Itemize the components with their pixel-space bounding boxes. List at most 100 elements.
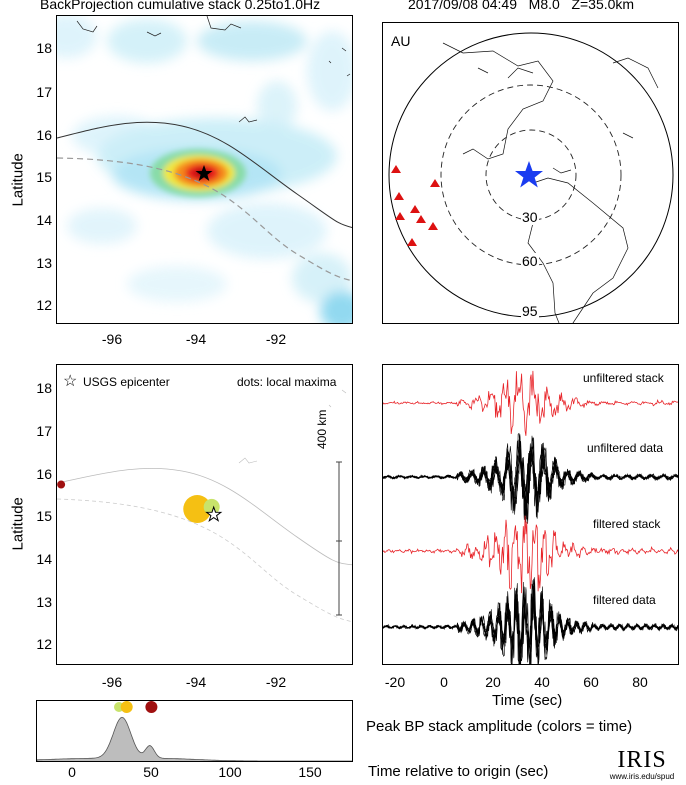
traces-xlabel: Time (sec) [492,692,563,709]
trench-line [57,121,352,229]
ytick: 15 [36,169,52,185]
peak-time-dot [145,701,158,713]
traces-svg [383,370,678,664]
bg-blob [197,21,307,61]
ytick: 16 [36,466,52,482]
filtered-data-trace [383,583,678,664]
trace-label: unfiltered stack [583,371,664,385]
bg-blob [257,81,297,131]
ytick: 15 [36,508,52,524]
ytick: 12 [36,636,52,652]
bg-blob [67,208,137,244]
unfiltered-stack-trace [383,370,678,436]
title-left: BackProjection cumulative stack 0.25to1.… [40,0,321,12]
local-maximum-dot [183,495,212,524]
amplitude-xlabel: Time relative to origin (sec) [368,763,549,780]
xtick: -96 [101,331,123,347]
trace-label: filtered stack [593,517,661,531]
xtick: 80 [632,674,648,690]
epicenter-star [205,505,223,522]
heatmap-svg [57,16,352,323]
station-triangle [410,205,420,213]
traces-panel: unfiltered stack unfiltered data filtere… [382,364,679,665]
iris-logo: IRIS www.iris.edu/spud [606,748,678,782]
ytick: 14 [36,212,52,228]
xtick: -94 [185,674,207,690]
scalebar [336,461,342,616]
station-triangle [394,192,404,200]
ring-label-60: 60 [521,253,539,269]
continent-outlines [442,42,659,323]
station-triangle [430,179,440,187]
xtick: 0 [68,764,76,780]
bg-blob [57,16,97,58]
iris-logo-text: IRIS [617,747,667,773]
filtered-stack-trace [383,515,678,594]
heatmap-panel [56,15,353,324]
station-triangle [391,165,401,173]
coast-dashed [57,157,352,282]
bg-blob [207,203,327,259]
xtick: 60 [583,674,599,690]
ring-label-30: 30 [521,209,539,225]
amp-svg [37,701,352,761]
trench-line [57,467,352,566]
station-triangle [395,212,405,220]
xtick: -92 [265,331,287,347]
iris-logo-url: www.iris.edu/spud [609,772,675,781]
trace-label: unfiltered data [587,441,664,455]
source-star [515,161,543,188]
bg-blob [292,253,352,303]
ytick: 14 [36,551,52,567]
station-triangle [428,222,438,230]
bg-blob [107,19,187,63]
xtick: 50 [143,764,159,780]
stations [391,165,440,246]
ytick: 17 [36,423,52,439]
trace-label: filtered data [593,593,656,607]
local-maximum-dot [57,480,66,489]
epicenter-star [195,165,213,181]
title-right: 2017/09/08 04:49 M8.0 Z=35.0km [408,0,635,12]
ytick: 18 [36,40,52,56]
coastline-north [76,16,351,123]
globe-panel: AU 30 60 95 [382,22,679,324]
station-triangle [407,238,417,246]
coastline-north [238,389,347,464]
bg-blob [127,266,227,302]
amplitude-panel [36,700,353,762]
xtick: 0 [440,674,448,690]
peak-time-dot [120,701,133,713]
ytick: 13 [36,594,52,610]
amplitude-area [37,716,352,761]
amplitude-title: Peak BP stack amplitude (colors = time) [366,718,633,735]
network-label: AU [391,33,411,49]
station-triangle [416,215,426,223]
bg-blob [307,31,352,111]
xtick: -96 [101,674,123,690]
xtick: -20 [384,674,406,690]
legend-dots-label: dots: local maxima [237,375,337,389]
maxima-panel: ☆ USGS epicenter dots: local maxima 400 … [56,364,353,665]
ytick: 13 [36,255,52,271]
local-maximum-dot [203,498,220,515]
ytick: 17 [36,84,52,100]
maxima-dots [57,480,223,524]
ytick: 18 [36,380,52,396]
legend-star-icon: ☆ [63,373,78,390]
unfiltered-data-trace [383,439,678,521]
xtick: 40 [534,674,550,690]
bg-blob [320,291,352,323]
ytick: 16 [36,127,52,143]
filtered-data-trace [383,591,678,664]
xtick: -92 [265,674,287,690]
ytick: 12 [36,297,52,313]
legend-star-label: USGS epicenter [83,375,170,389]
globe-svg [388,32,674,323]
maxima-svg [57,389,352,622]
xtick: 100 [218,764,242,780]
xtick: -94 [185,331,207,347]
ring-label-95: 95 [521,303,539,319]
xtick: 150 [298,764,322,780]
xtick: 20 [485,674,501,690]
